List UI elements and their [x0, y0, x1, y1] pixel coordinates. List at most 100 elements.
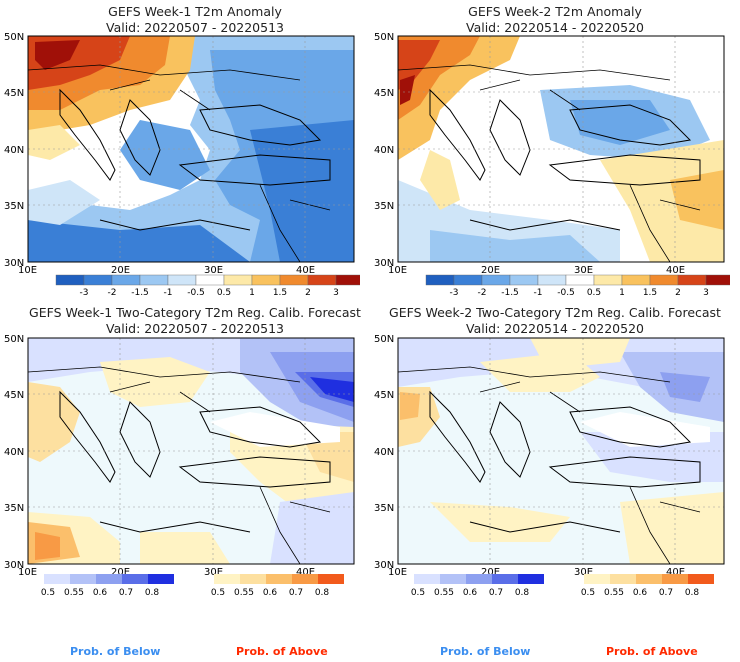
anomaly-tick-label: 2 — [675, 288, 681, 297]
panel-3-title-line2: Valid: 20220507 - 20220513 — [105, 321, 284, 336]
lon-label-40e: 40E — [666, 567, 685, 578]
prob-below-swatches — [44, 574, 174, 584]
lat-label-30n: 30N — [374, 560, 394, 571]
prob-tick-label: 0.5 — [581, 588, 595, 598]
anomaly-swatch — [279, 274, 309, 286]
anomaly-tick-label: 1.5 — [643, 288, 657, 297]
legend-above-text: Prob. of Above — [236, 645, 328, 658]
lat-label-40n: 40N — [374, 447, 394, 458]
anomaly-tick-label: -3 — [450, 288, 459, 297]
prob-tick-label: 0.6 — [633, 588, 648, 598]
panel-2-title-line1: GEFS Week-2 T2m Anomaly — [468, 4, 642, 19]
legend-below-text: Prob. of Below — [70, 645, 161, 658]
prob-swatch — [636, 574, 662, 584]
anomaly-swatch — [251, 274, 281, 286]
prob-swatch — [414, 574, 440, 584]
panel-2-map: 50N 45N 40N 35N 30N 10E 20E 30E 40E — [374, 32, 725, 276]
prob-tick-label: 0.7 — [659, 588, 673, 598]
prob-swatch — [440, 574, 466, 584]
anomaly-tick-label: -1.5 — [501, 288, 519, 297]
anomaly-tick-label: 3 — [703, 288, 709, 297]
panel-1-title-line2: Valid: 20220507 - 20220513 — [105, 20, 284, 35]
prob-swatch — [240, 574, 266, 584]
anomaly-tick-label: 1 — [249, 288, 255, 297]
anomaly-swatch — [55, 274, 85, 286]
prob-swatch — [44, 574, 70, 584]
anomaly-swatch — [705, 274, 730, 286]
lon-label-30e: 30E — [574, 265, 593, 276]
legend-above-left: Prob. of Above — [236, 645, 328, 658]
lon-label-30e: 30E — [204, 567, 223, 578]
lat-label-50n: 50N — [374, 334, 394, 345]
panel-2-title: GEFS Week-2 T2m Anomaly Valid: 20220514 … — [370, 4, 740, 36]
prob-above-swatches — [214, 574, 344, 584]
lat-label-45n: 45N — [4, 88, 24, 99]
prob-below-labels: 0.5 0.55 0.6 0.7 0.8 — [411, 588, 530, 598]
prob-swatch — [318, 574, 344, 584]
anomaly-tick-label: -1 — [534, 288, 543, 297]
prob-swatch — [214, 574, 240, 584]
anomaly-swatch — [509, 274, 539, 286]
lat-label-50n: 50N — [374, 32, 394, 43]
panel-4-title-line1: GEFS Week-2 Two-Category T2m Reg. Calib.… — [389, 305, 721, 320]
prob-tick-label: 0.7 — [489, 588, 503, 598]
anomaly-colorbar-labels: -3 -2 -1.5 -1 -0.5 0.5 1 1.5 2 3 — [80, 288, 339, 297]
prob-above-swatches — [584, 574, 714, 584]
panel-4-lat-ticks: 50N 45N 40N 35N 30N — [374, 334, 394, 571]
anomaly-colorbar-swatches — [425, 274, 730, 286]
prob-tick-label: 0.55 — [64, 588, 84, 598]
lat-label-50n: 50N — [4, 334, 24, 345]
lat-label-35n: 35N — [4, 503, 24, 514]
prob-swatch — [492, 574, 518, 584]
lon-label-20e: 20E — [481, 567, 500, 578]
anomaly-tick-label: -1 — [164, 288, 173, 297]
anomaly-swatch — [307, 274, 337, 286]
anomaly-colorbar-labels: -3 -2 -1.5 -1 -0.5 0.5 1 1.5 2 3 — [450, 288, 709, 297]
prob-tick-label: 0.8 — [515, 588, 530, 598]
prob-swatch — [466, 574, 492, 584]
anomaly-tick-label: -2 — [478, 288, 487, 297]
lon-label-40e: 40E — [296, 567, 315, 578]
prob-above-labels: 0.5 0.55 0.6 0.7 0.8 — [581, 588, 700, 598]
lon-label-30e: 30E — [574, 567, 593, 578]
panel-4-prob-colorbars: 0.5 0.55 0.6 0.7 0.8 0.5 0.55 0.6 0.7 0.8 — [411, 574, 714, 598]
panel-4-map: 50N 45N 40N 35N 30N 10E 20E 30E 40E — [374, 334, 725, 578]
lat-label-45n: 45N — [4, 390, 24, 401]
panel-4-title: GEFS Week-2 Two-Category T2m Reg. Calib.… — [370, 305, 740, 337]
prob-swatch — [584, 574, 610, 584]
anomaly-tick-label: 2 — [305, 288, 311, 297]
prob-tick-label: 0.5 — [41, 588, 55, 598]
lat-label-30n: 30N — [374, 258, 394, 269]
lon-label-20e: 20E — [111, 265, 130, 276]
panel-1-anomaly-colorbar: -3 -2 -1.5 -1 -0.5 0.5 1 1.5 2 3 — [55, 274, 360, 297]
anomaly-tick-label: 3 — [333, 288, 339, 297]
panel-3-title: GEFS Week-1 Two-Category T2m Reg. Calib.… — [10, 305, 380, 337]
anomaly-swatch — [565, 274, 595, 286]
lon-label-30e: 30E — [204, 265, 223, 276]
lat-label-40n: 40N — [374, 145, 394, 156]
legend-above-right: Prob. of Above — [606, 645, 698, 658]
panel-1-lon-ticks: 10E 20E 30E 40E — [18, 265, 315, 276]
anomaly-tick-label: -2 — [108, 288, 117, 297]
panel-1-title-line1: GEFS Week-1 T2m Anomaly — [108, 4, 282, 19]
anomaly-swatch — [649, 274, 679, 286]
anomaly-swatch — [195, 274, 225, 286]
legend-below-right: Prob. of Below — [440, 645, 530, 658]
lat-label-30n: 30N — [4, 258, 24, 269]
prob-tick-label: 0.5 — [211, 588, 225, 598]
prob-swatch — [610, 574, 636, 584]
prob-tick-label: 0.8 — [685, 588, 700, 598]
anomaly-tick-label: 0.5 — [587, 288, 601, 297]
panel-3-prob-colorbars: 0.5 0.55 0.6 0.7 0.8 0.5 0.55 0.6 0.7 0.8 — [41, 574, 344, 598]
anomaly-swatch — [223, 274, 253, 286]
prob-swatch — [688, 574, 714, 584]
lon-label-10e: 10E — [18, 567, 37, 578]
legend-below-left: Prob. of Below — [70, 645, 160, 658]
legend-below-text: Prob. of Below — [440, 645, 531, 658]
panel-3-map: 50N 45N 40N 35N 30N 10E 20E 30E 40E — [4, 334, 355, 578]
panel-1-title: GEFS Week-1 T2m Anomaly Valid: 20220507 … — [10, 4, 380, 36]
panel-2-title-line2: Valid: 20220514 - 20220520 — [465, 20, 644, 35]
anomaly-swatch — [139, 274, 169, 286]
anomaly-tick-label: -1.5 — [131, 288, 149, 297]
anomaly-swatch — [621, 274, 651, 286]
